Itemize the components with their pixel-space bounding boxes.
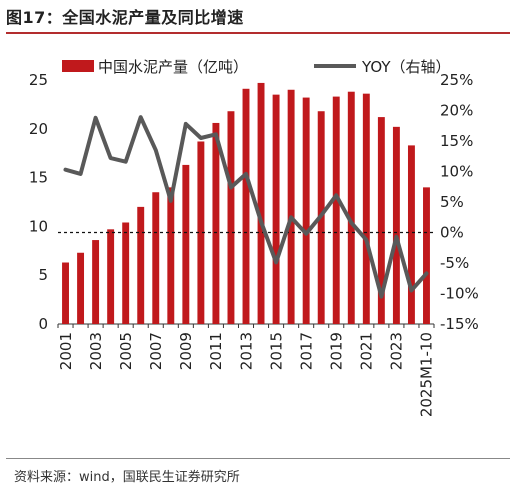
legend-bar-label: 中国水泥产量（亿吨） xyxy=(98,58,248,76)
bar xyxy=(408,145,415,324)
bar xyxy=(288,90,295,324)
x-tick-label: 2025M1-10 xyxy=(418,332,436,417)
x-tick-label: 2015 xyxy=(267,332,285,370)
y-right-tick-label: 20% xyxy=(440,102,473,120)
bar xyxy=(137,207,144,324)
x-tick-label: 2017 xyxy=(297,332,315,370)
x-tick-label: 2011 xyxy=(207,332,225,370)
bar xyxy=(258,83,265,324)
y-left-tick-label: 5 xyxy=(38,266,48,284)
x-tick-label: 2013 xyxy=(237,332,255,370)
bar xyxy=(152,192,159,324)
x-tick-label: 2023 xyxy=(388,332,406,370)
x-tick-label: 2009 xyxy=(177,332,195,370)
y-left-tick-label: 10 xyxy=(29,217,48,235)
y-left-tick-label: 15 xyxy=(29,169,48,187)
bar xyxy=(62,263,69,324)
bar xyxy=(333,97,340,324)
legend-bar-swatch xyxy=(62,60,94,72)
x-tick-label: 2007 xyxy=(147,332,165,370)
bar xyxy=(423,187,430,324)
source-note: 资料来源：wind，国联民生证券研究所 xyxy=(14,466,240,485)
y-right-tick-label: 10% xyxy=(440,163,473,181)
bar xyxy=(182,165,189,324)
bar xyxy=(303,98,310,324)
x-tick-label: 2001 xyxy=(57,332,75,370)
x-tick-label: 2021 xyxy=(358,332,376,370)
bar xyxy=(243,89,250,324)
bar xyxy=(167,187,174,324)
y-right-tick-label: 0% xyxy=(440,224,464,242)
bar xyxy=(77,253,84,324)
source-divider xyxy=(6,458,510,459)
bar xyxy=(273,95,280,324)
bar xyxy=(122,222,129,324)
y-left-tick-label: 25 xyxy=(29,71,48,89)
bar xyxy=(212,123,219,324)
y-right-tick-label: -10% xyxy=(440,285,479,303)
x-tick-label: 2003 xyxy=(87,332,105,370)
bar xyxy=(348,92,355,324)
y-right-tick-label: -5% xyxy=(440,254,469,272)
bar xyxy=(393,127,400,324)
x-tick-label: 2005 xyxy=(117,332,135,370)
x-tick-label: 2019 xyxy=(327,332,345,370)
bar xyxy=(228,111,235,324)
y-left-tick-label: 0 xyxy=(38,315,48,333)
bar xyxy=(107,229,114,324)
y-left-tick-label: 20 xyxy=(29,120,48,138)
y-right-tick-label: 15% xyxy=(440,132,473,150)
bar xyxy=(363,94,370,324)
y-right-tick-label: 5% xyxy=(440,193,464,211)
legend-line-label: YOY（右轴） xyxy=(361,58,451,76)
y-right-tick-label: -15% xyxy=(440,315,479,333)
bar xyxy=(92,240,99,324)
